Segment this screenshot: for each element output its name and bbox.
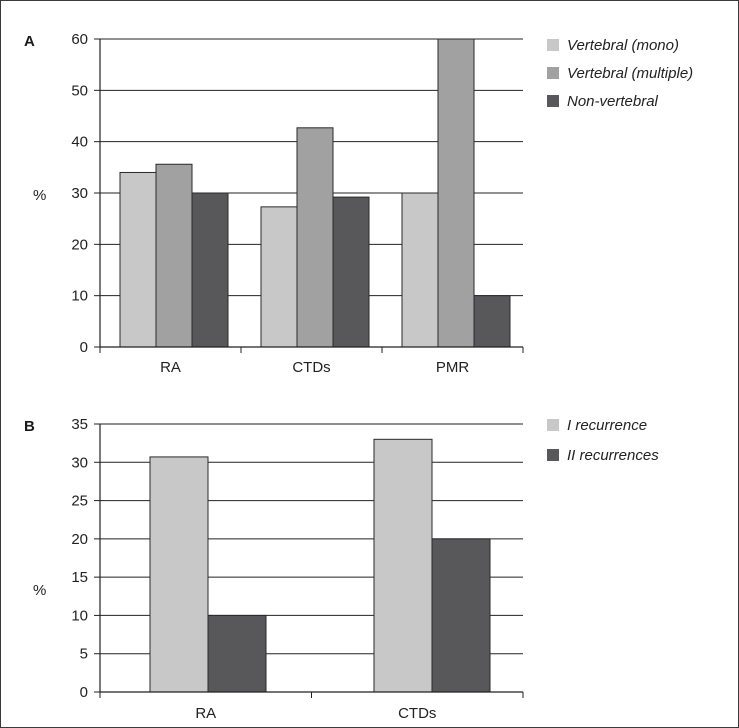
panel-a-plot: 0 10 20 30 40 50 60 RA CTDs PMR Vertebral (mono) Ve… [71, 31, 693, 376]
panel-a-label: A [24, 33, 35, 50]
panel-b-y-tick-label: 0 [80, 684, 88, 701]
panel-a-y-tick-label: 20 [71, 236, 88, 253]
panel-b-legend-label: II recurrences [567, 447, 659, 464]
panel-a-bar [155, 163, 193, 348]
panel-b-legend-swatch [547, 449, 559, 461]
panel-b-bar [373, 438, 433, 693]
panel-a-category-label: RA [160, 359, 181, 376]
panel-b-label: B [24, 418, 35, 435]
panel-a-bar [191, 192, 229, 348]
panel-a-bar [332, 196, 370, 348]
panel-b-y-tick-label: 20 [71, 531, 88, 548]
panel-b-plot: 0 5 10 15 20 25 30 35 RA CTDs I recurrence II recur… [71, 416, 659, 722]
panel-a-legend-label: Vertebral (mono) [567, 37, 679, 54]
panel-b-y-tick-label: 5 [80, 646, 88, 663]
panel-a-y-axis-label: % [33, 187, 46, 204]
panel-a-y-tick-label: 40 [71, 134, 88, 151]
panel-a-y-tick-label: 50 [71, 82, 88, 99]
panel-a-y-tick-label: 30 [71, 185, 88, 202]
panel-a-bar [119, 171, 157, 348]
panel-b-y-tick-label: 30 [71, 454, 88, 471]
panel-b-bar [149, 456, 209, 693]
panel-b-legend-label: I recurrence [567, 417, 647, 434]
panel-a-legend-label: Vertebral (multiple) [567, 65, 693, 82]
panel-a-legend-swatch [547, 39, 559, 51]
panel-a-category-label: PMR [436, 359, 470, 376]
panel-b-y-tick-label: 15 [71, 569, 88, 586]
panel-a-category-label: CTDs [292, 359, 330, 376]
panel-b-y-axis-label: % [33, 582, 46, 599]
panel-a-y-tick-label: 60 [71, 31, 88, 48]
panel-b-bar [431, 538, 491, 693]
panel-a-bar [296, 127, 334, 348]
panel-a-legend-swatch [547, 67, 559, 79]
panel-a-y-tick-label: 0 [80, 339, 88, 356]
panel-a-legend-label: Non-vertebral [567, 93, 659, 110]
panel-a-legend-swatch [547, 95, 559, 107]
panel-b-y-tick-label: 25 [71, 493, 88, 510]
panel-b-y-tick-label: 10 [71, 607, 88, 624]
panel-b-category-label: CTDs [398, 705, 436, 722]
panel-b-legend-swatch [547, 419, 559, 431]
panel-a-bar [437, 38, 475, 348]
panel-a-bar [260, 206, 298, 348]
panel-a-bar [401, 192, 439, 348]
panel-b-category-label: RA [195, 705, 216, 722]
panel-a-y-tick-label: 10 [71, 288, 88, 305]
panel-b-bar [207, 614, 267, 693]
panel-a-bar [473, 295, 511, 348]
panel-b-y-tick-label: 35 [71, 416, 88, 433]
